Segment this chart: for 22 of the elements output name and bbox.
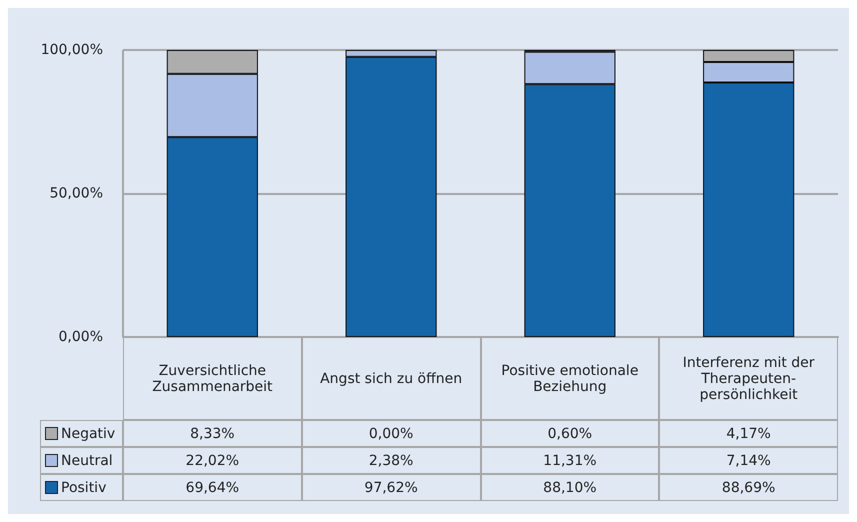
data-label: 2,38% (302, 447, 480, 474)
data-label: 69,64% (123, 474, 302, 501)
legend-label: Negativ (61, 426, 116, 442)
y-tick-label: 50,00% (50, 186, 103, 202)
data-label: 4,17% (659, 420, 838, 447)
legend-label: Positiv (61, 480, 106, 496)
x-tick-label: Interferenz mit der Therapeuten-persönlichkeit (659, 337, 838, 420)
y-tick-label: 0,00% (58, 329, 103, 345)
data-label: 88,10% (480, 474, 660, 501)
x-tick-label: Positive emotionale Beziehung (480, 337, 660, 420)
x-tick-label: Angst sich zu öffnen (302, 337, 480, 420)
data-label: 0,60% (480, 420, 660, 447)
data-label: 22,02% (123, 447, 302, 474)
data-label: 88,69% (659, 474, 838, 501)
x-tick-label: Zuversichtliche Zusammenarbeit (123, 337, 302, 420)
data-label: 8,33% (123, 420, 302, 447)
y-tick-label: 100,00% (40, 42, 103, 58)
data-label: 7,14% (659, 447, 838, 474)
data-label: 97,62% (302, 474, 480, 501)
data-label: 0,00% (302, 420, 480, 447)
data-label: 11,31% (480, 447, 660, 474)
legend-label: Neutral (61, 452, 113, 468)
